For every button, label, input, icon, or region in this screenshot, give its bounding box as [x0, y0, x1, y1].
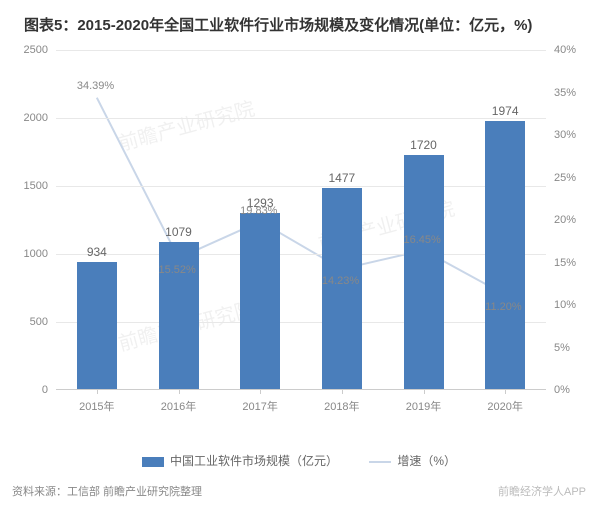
line-value-label: 15.52% — [159, 264, 196, 276]
bar-value-label: 1477 — [312, 171, 372, 185]
y-left-tick: 1500 — [8, 180, 48, 192]
y-right-tick: 25% — [554, 172, 576, 184]
y-right-tick: 20% — [554, 214, 576, 226]
plot-region: 93434.39%107915.52%129319.83%147714.23%1… — [56, 50, 546, 390]
line-value-label: 34.39% — [77, 80, 114, 92]
bar-swatch-icon — [142, 457, 164, 467]
bar — [240, 213, 280, 389]
y-right-tick: 30% — [554, 129, 576, 141]
y-left-tick: 500 — [8, 316, 48, 328]
legend-line: 增速（%） — [369, 452, 456, 469]
chart-title: 图表5：2015-2020年全国工业软件行业市场规模及变化情况(单位：亿元，%) — [0, 0, 598, 41]
line-swatch-icon — [369, 461, 391, 463]
bar-value-label: 934 — [67, 245, 127, 259]
y-left-tick: 1000 — [8, 248, 48, 260]
y-right-tick: 10% — [554, 299, 576, 311]
bar — [485, 121, 525, 389]
legend-bar-label: 中国工业软件市场规模（亿元） — [170, 454, 338, 468]
y-right-tick: 35% — [554, 87, 576, 99]
x-tick-label: 2019年 — [394, 398, 454, 414]
x-tick-label: 2016年 — [149, 398, 209, 414]
x-tick-label: 2015年 — [67, 398, 127, 414]
chart-area: 前瞻产业研究院 前瞻产业研究院 前瞻产业研究院 93434.39%107915.… — [56, 50, 546, 420]
y-left-tick: 0 — [8, 384, 48, 396]
y-right-tick: 40% — [554, 44, 576, 56]
bar — [404, 155, 444, 389]
bar-value-label: 1974 — [475, 104, 535, 118]
bar-value-label: 1720 — [394, 138, 454, 152]
line-value-label: 19.83% — [240, 205, 277, 217]
legend-bar: 中国工业软件市场规模（亿元） — [142, 452, 338, 469]
bar — [77, 262, 117, 389]
y-left-tick: 2000 — [8, 112, 48, 124]
source-text: 资料来源：工信部 前瞻产业研究院整理 — [12, 483, 202, 499]
x-tick-label: 2020年 — [475, 398, 535, 414]
legend-line-label: 增速（%） — [397, 454, 456, 468]
y-right-tick: 15% — [554, 257, 576, 269]
growth-line — [56, 50, 546, 390]
y-right-tick: 0% — [554, 384, 570, 396]
credit-text: 前瞻经济学人APP — [498, 483, 586, 499]
line-value-label: 11.20% — [485, 301, 522, 313]
y-left-tick: 2500 — [8, 44, 48, 56]
legend: 中国工业软件市场规模（亿元） 增速（%） — [0, 452, 598, 469]
bar — [322, 188, 362, 389]
line-value-label: 14.23% — [322, 275, 359, 287]
line-value-label: 16.45% — [404, 234, 441, 246]
y-right-tick: 5% — [554, 342, 570, 354]
x-tick-label: 2017年 — [230, 398, 290, 414]
bar-value-label: 1079 — [149, 225, 209, 239]
x-tick-label: 2018年 — [312, 398, 372, 414]
